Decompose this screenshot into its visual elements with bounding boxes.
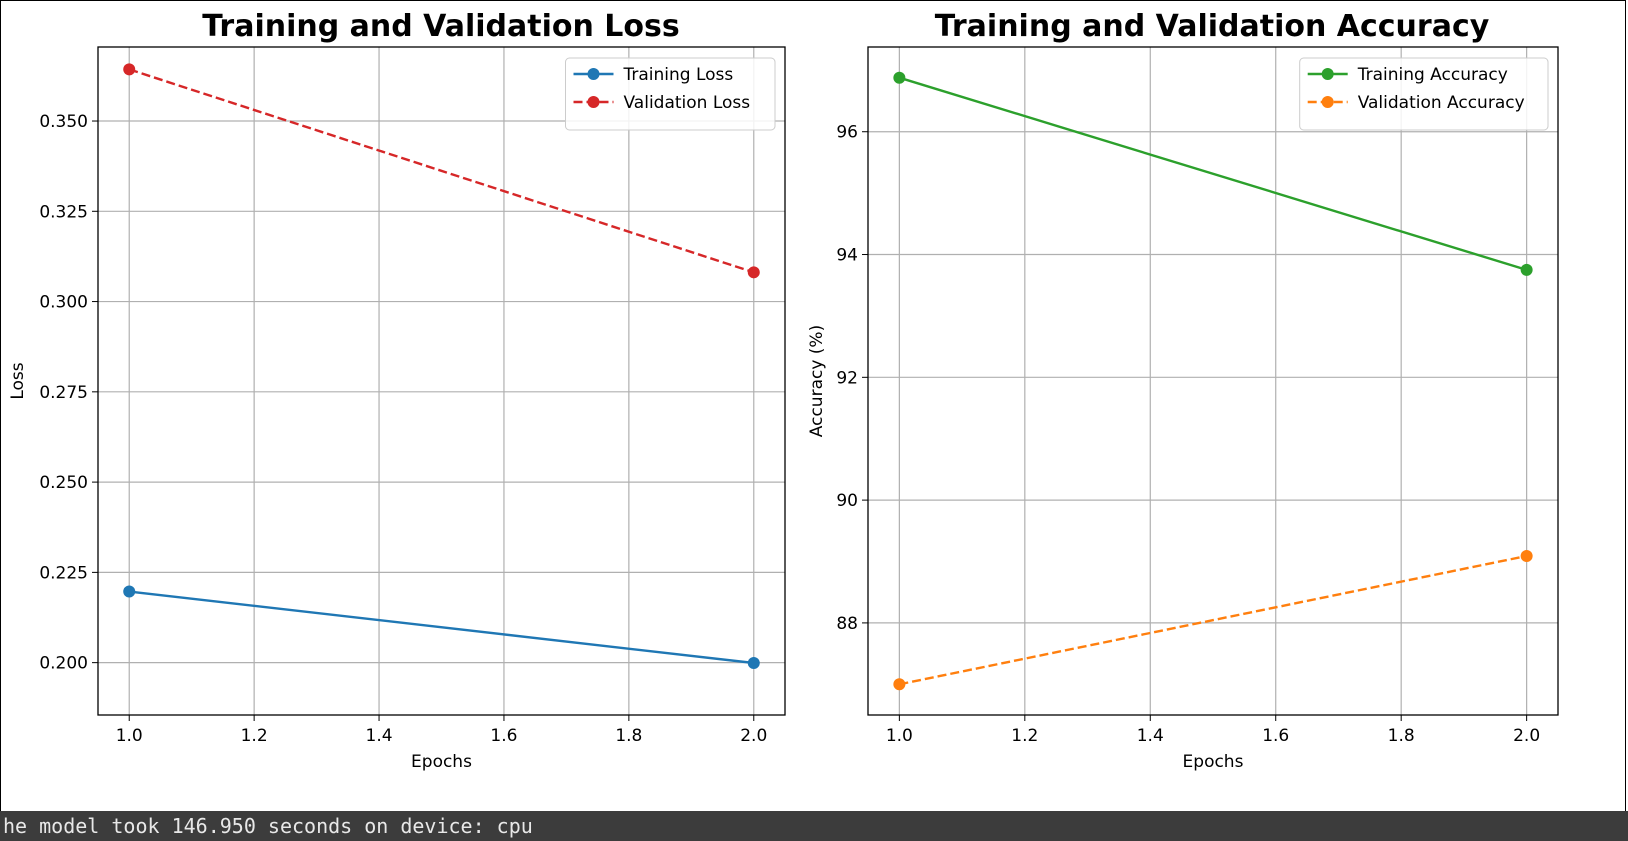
chart-2-series-1-point [1520,263,1533,276]
chart-1-y-tick-label: 0.200 [39,654,88,674]
chart-1-series-1-point [747,657,760,670]
chart-2-legend-label-2: Validation Accuracy [1358,93,1525,113]
chart-2-y-tick-label: 88 [836,614,858,634]
chart-1-series-2-point [123,63,136,76]
chart-2-legend-marker-1 [1321,68,1334,80]
chart-2-series-1-point [893,71,906,84]
chart-1-series-1-point [123,585,136,598]
chart-1-y-tick-label: 0.300 [39,293,88,313]
chart-2-x-tick-label: 2.0 [1513,726,1540,746]
figure-frame: 1.0 1.2 1.4 1.6 1.8 2.0 0.200 0.225 0.250 0.275 0.… [0,0,1626,811]
chart-2-series-2-point [1520,549,1533,562]
chart-2-series-line-2 [899,554,1527,686]
chart-2-x-tick-label: 1.2 [1011,726,1038,746]
chart-1-x-tick-label: 2.0 [740,726,767,746]
chart-2-title: Training and Validation Accuracy [935,9,1490,44]
chart-1-y-tick-label: 0.350 [39,112,88,132]
chart-1-axes-frame [97,46,786,716]
chart-1-legend-marker-2 [587,96,600,108]
chart-2-x-tick-label: 1.8 [1388,726,1415,746]
chart-1-x-tick-label: 1.0 [116,726,143,746]
chart-2-y-tick-label: 94 [836,246,858,266]
chart-2-x-tick-label: 1.6 [1262,726,1289,746]
chart-1-y-tick-label: 0.275 [39,383,88,403]
chart-2-series-line-1 [899,76,1527,272]
chart-1-x-tick-label: 1.2 [241,726,268,746]
chart-1-title: Training and Validation Loss [202,9,680,44]
chart-1-series-2-point [747,266,760,279]
chart-1-series-line-1 [129,590,754,665]
chart-2-y-tick-label: 90 [836,491,858,511]
chart-1-x-tick-label: 1.8 [615,726,642,746]
chart-1-legend: Training Loss Validation Loss [565,57,776,131]
chart-1-x-tick-label: 1.6 [490,726,517,746]
chart-2-x-axis-label: Epochs [1183,752,1244,772]
chart-2-x-tick-label: 1.4 [1137,726,1164,746]
chart-1-series-line-2 [128,68,755,274]
figure-canvas: 1.0 1.2 1.4 1.6 1.8 2.0 0.200 0.225 0.250 0.275 0.… [8,9,1559,772]
chart-2-legend: Training Accuracy Validation Accuracy [1299,57,1549,131]
chart-2-panel: 1.0 1.2 1.4 1.6 1.8 2.0 88 90 92 94 96 Training and… [807,9,1559,772]
chart-1-legend-label-2: Validation Loss [624,93,751,113]
chart-2-legend-label-1: Training Accuracy [1357,65,1508,85]
chart-2-series-2-point [893,678,906,691]
chart-1-x-axis-label: Epochs [411,752,472,772]
chart-2-y-axis-label: Accuracy (%) [807,325,827,437]
chart-2-x-tick-label: 1.0 [886,726,913,746]
chart-1-y-tick-label: 0.225 [39,563,88,583]
chart-1-legend-marker-1 [587,68,600,80]
chart-1-y-tick-label: 0.325 [39,202,88,222]
chart-2-y-tick-label: 96 [836,123,858,143]
chart-2-y-tick-label: 92 [836,368,858,388]
chart-1-legend-box [565,57,776,131]
chart-1-y-axis-label: Loss [8,362,28,399]
chart-1-panel: 1.0 1.2 1.4 1.6 1.8 2.0 0.200 0.225 0.250 0.275 0.… [8,9,786,772]
chart-1-y-tick-label: 0.250 [39,473,88,493]
console-output-line: he model took 146.950 seconds on device:… [0,811,1628,841]
chart-2-legend-box [1299,57,1549,131]
chart-2-legend-marker-2 [1321,96,1334,108]
chart-1-legend-label-1: Training Loss [623,65,734,85]
chart-1-x-tick-label: 1.4 [366,726,393,746]
chart-2-axes-frame [867,46,1559,716]
